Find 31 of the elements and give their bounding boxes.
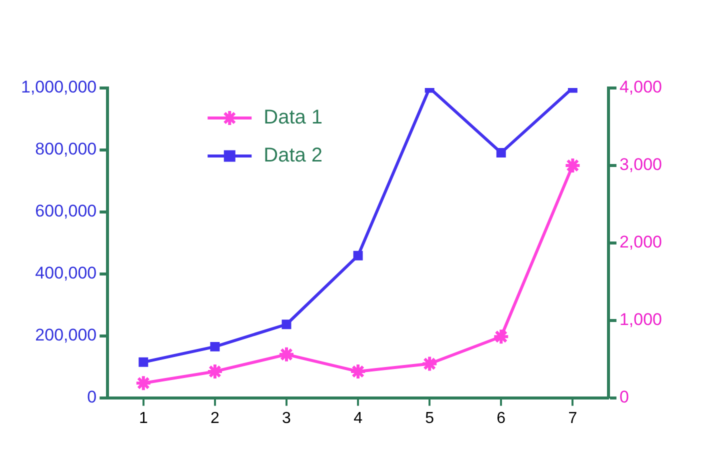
point xyxy=(134,374,152,392)
x-tick-label: 5 xyxy=(425,410,434,427)
y2-tick-label: 4,000 xyxy=(619,78,662,97)
x-tick-label: 3 xyxy=(282,410,292,427)
y-tick-label: 400,000 xyxy=(35,264,97,283)
point xyxy=(278,346,295,363)
x-tick-label: 6 xyxy=(496,410,506,427)
point xyxy=(350,362,367,380)
y2-tick-label: 0 xyxy=(619,387,629,406)
x-tick-label: 1 xyxy=(138,410,148,427)
x-tick-label: 4 xyxy=(354,410,363,427)
y-tick-label: 0 xyxy=(87,387,97,406)
point xyxy=(138,357,148,367)
point xyxy=(206,362,224,380)
point xyxy=(282,320,292,330)
y2-tick-label: 2,000 xyxy=(619,232,662,252)
y-tick-label: 800,000 xyxy=(35,140,97,159)
point xyxy=(421,355,438,372)
y2-tick-label: 1,000 xyxy=(619,310,662,330)
x-tick-label: 2 xyxy=(210,410,220,427)
legend-label: Data 1 xyxy=(264,106,323,129)
y-tick-label: 200,000 xyxy=(35,326,97,345)
y-tick-label: 600,000 xyxy=(35,202,97,221)
legend-label: Data 2 xyxy=(264,144,323,167)
point xyxy=(353,250,363,260)
point xyxy=(492,328,510,346)
y2-tick-label: 3,000 xyxy=(619,155,662,174)
y-tick-label: 1,000,000 xyxy=(20,78,97,97)
point xyxy=(210,342,220,352)
point xyxy=(564,156,582,174)
x-tick-label: 7 xyxy=(568,410,578,427)
